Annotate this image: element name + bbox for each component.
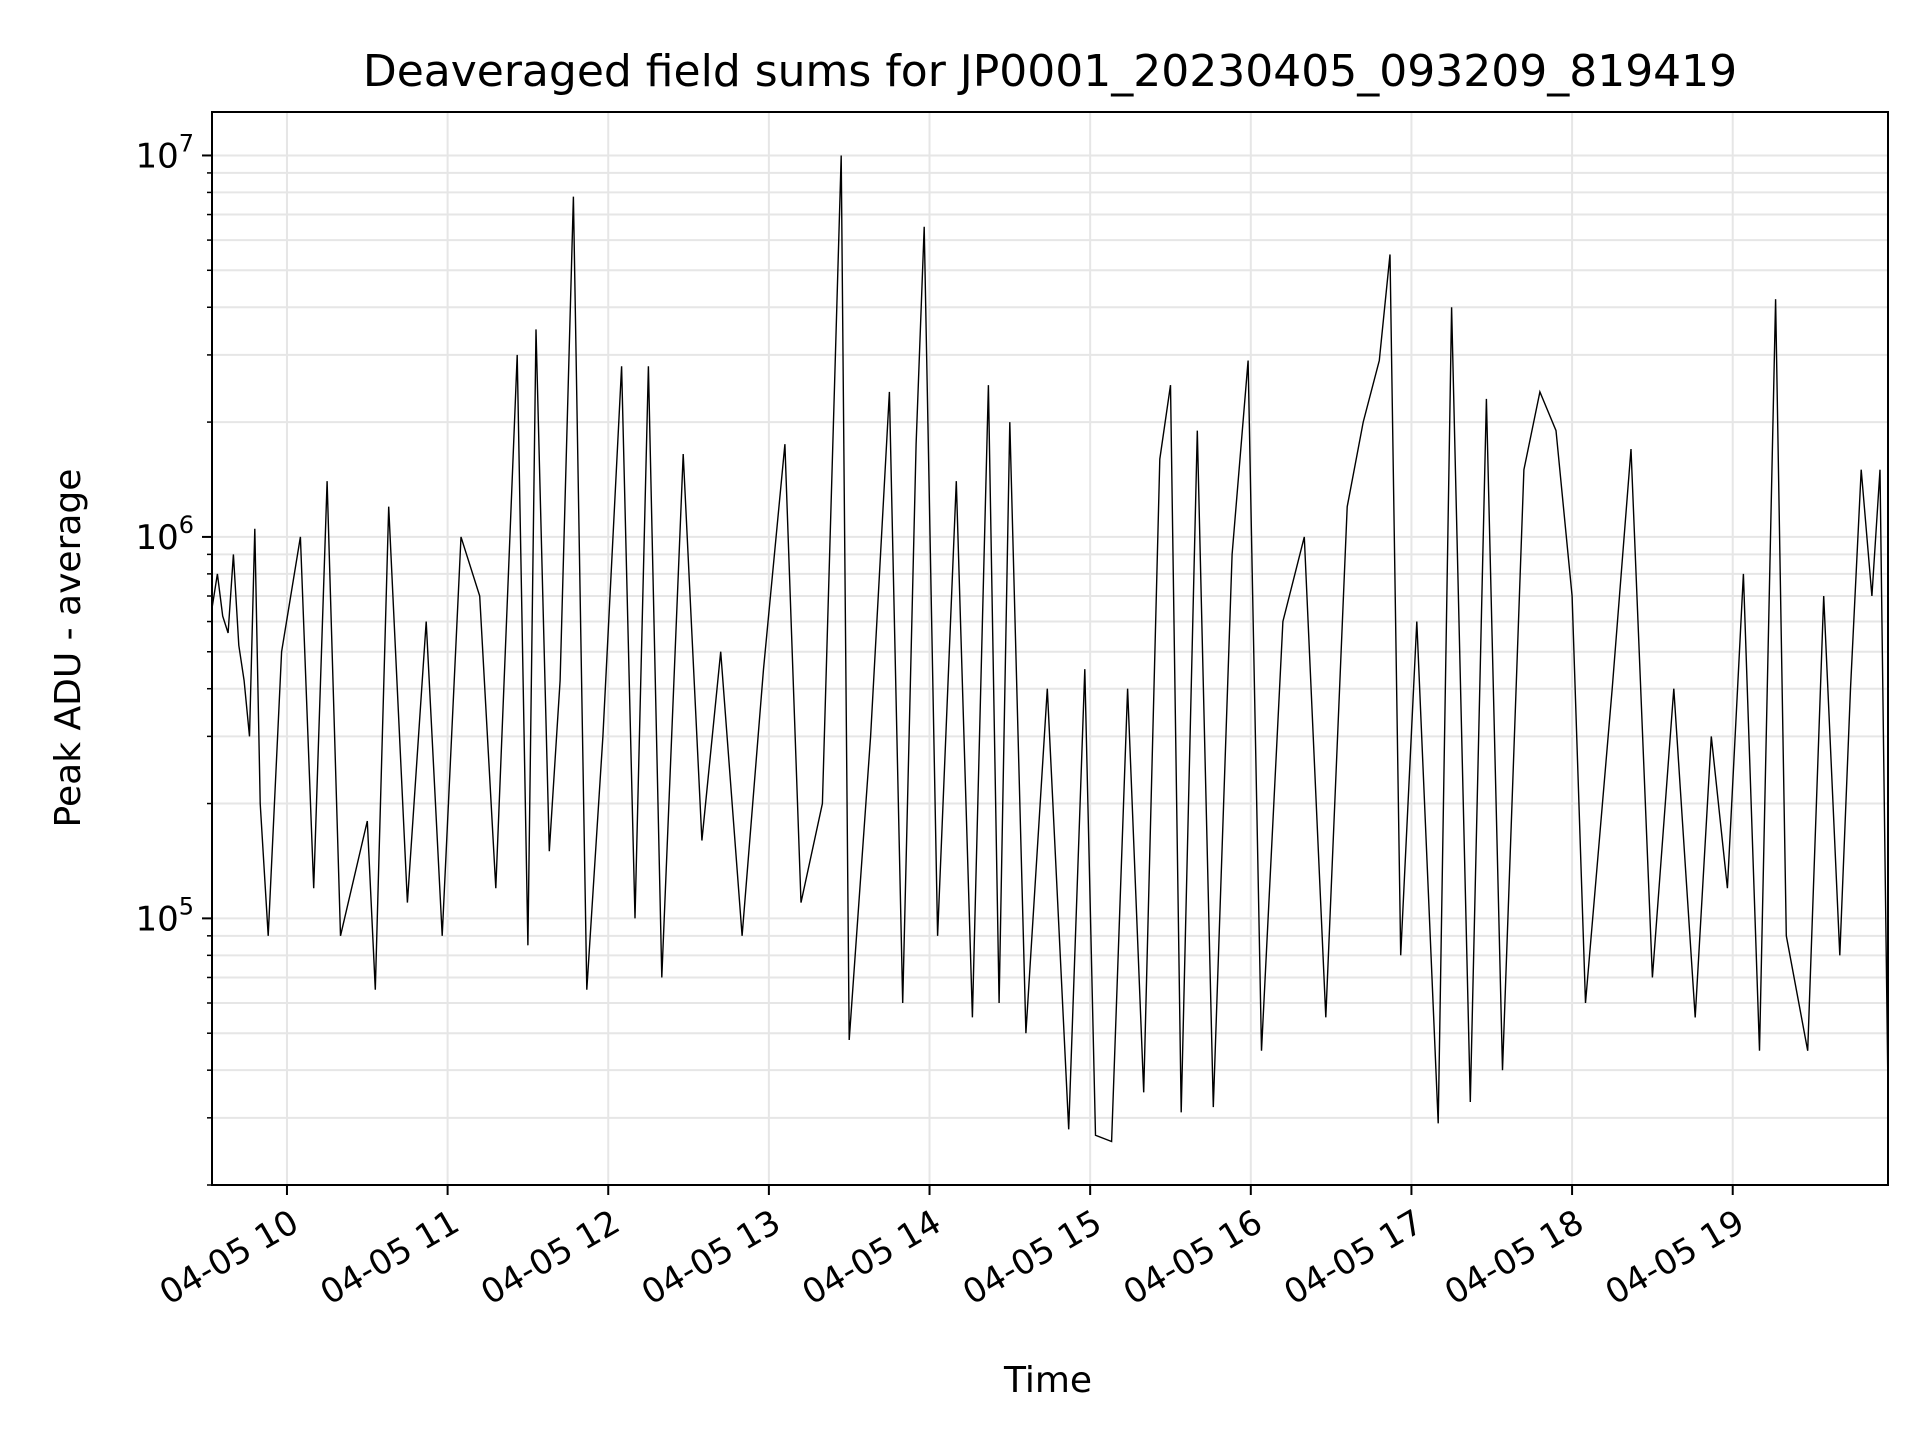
x-axis-label: Time bbox=[1003, 1360, 1092, 1401]
y-tick-label: 106 bbox=[135, 511, 194, 558]
y-axis-ticks: 105 106 107 bbox=[135, 129, 212, 1186]
series-line bbox=[211, 155, 1889, 1143]
y-tick-label: 105 bbox=[135, 892, 194, 939]
y-tick-label: 107 bbox=[135, 129, 194, 176]
y-axis-label: Peak ADU - average bbox=[48, 469, 89, 828]
chart-title: Deaveraged field sums for JP0001_2023040… bbox=[363, 46, 1737, 97]
plot-frame bbox=[211, 111, 1889, 1186]
data-series bbox=[211, 155, 1889, 1143]
